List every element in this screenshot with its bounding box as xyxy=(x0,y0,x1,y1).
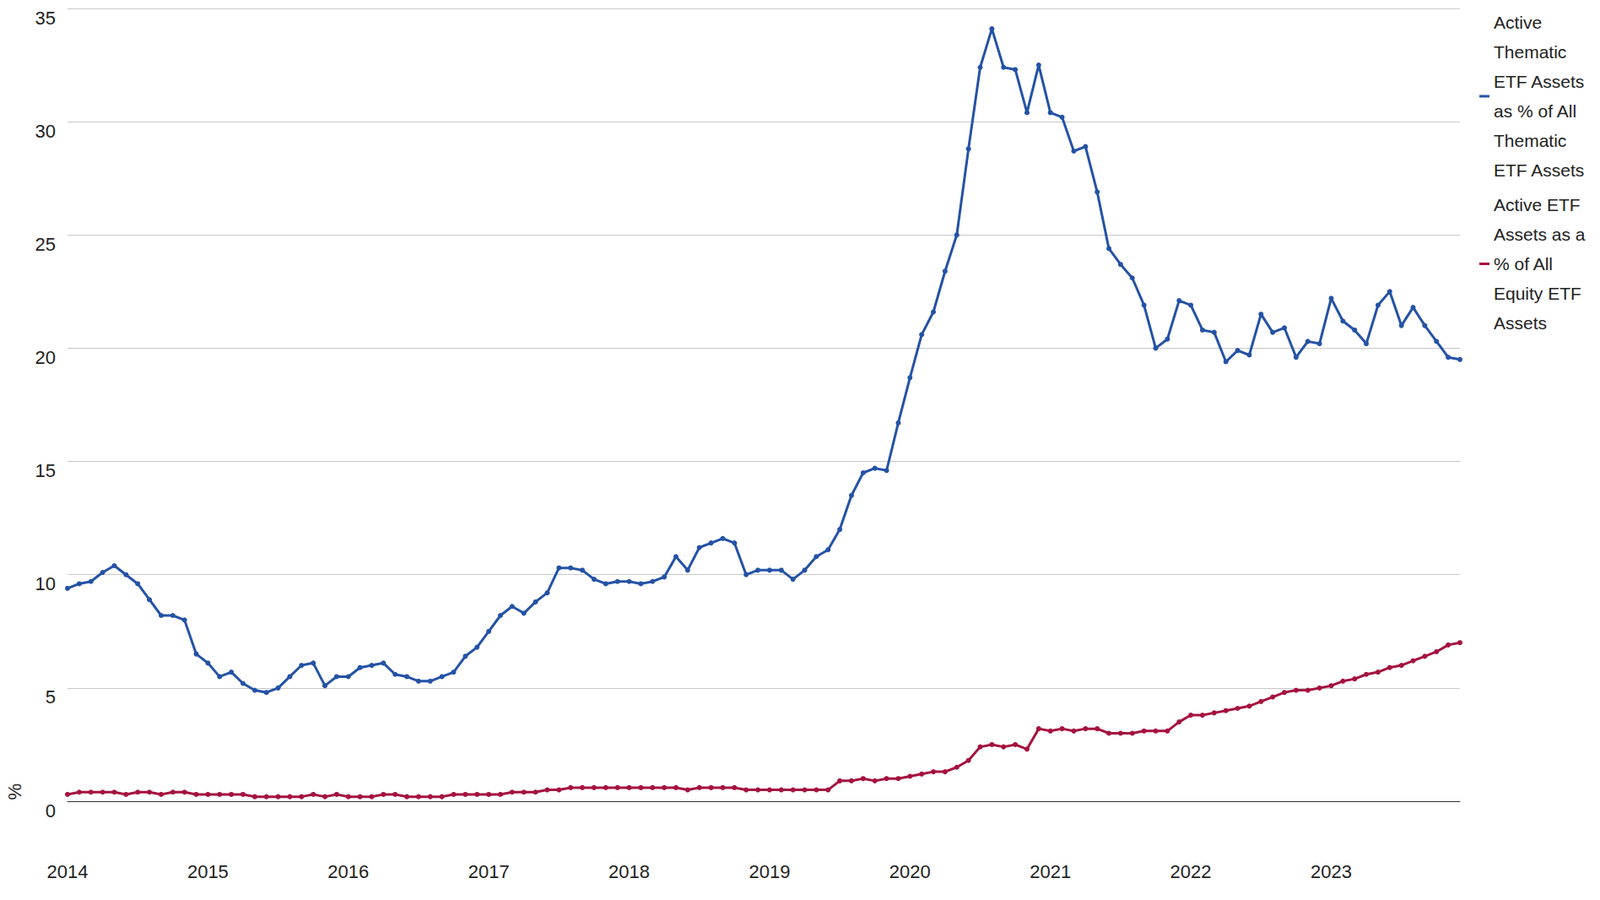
svg-text:Active ETF: Active ETF xyxy=(1493,194,1586,215)
svg-text:2014: 2014 xyxy=(47,860,89,882)
svg-text:5: 5 xyxy=(45,686,56,708)
svg-text:15: 15 xyxy=(35,459,56,482)
svg-text:25: 25 xyxy=(35,233,56,255)
svg-text:% of All: % of All xyxy=(1493,254,1558,274)
svg-text:0: 0 xyxy=(45,800,56,822)
svg-text:2020: 2020 xyxy=(889,860,931,882)
svg-text:2017: 2017 xyxy=(468,860,510,882)
svg-text:10: 10 xyxy=(35,572,56,595)
svg-text:2022: 2022 xyxy=(1170,860,1212,882)
svg-text:Equity ETF: Equity ETF xyxy=(1493,283,1587,303)
svg-text:ETF Assets: ETF Assets xyxy=(1493,160,1584,180)
svg-text:Thematic: Thematic xyxy=(1493,42,1572,62)
svg-text:2021: 2021 xyxy=(1029,860,1071,882)
svg-text:as % of All: as % of All xyxy=(1493,101,1582,121)
svg-text:30: 30 xyxy=(35,120,56,142)
svg-text:2015: 2015 xyxy=(187,860,229,882)
svg-text:2023: 2023 xyxy=(1310,860,1352,882)
svg-text:%: % xyxy=(4,783,26,800)
svg-text:Assets: Assets xyxy=(1493,313,1547,333)
svg-text:35: 35 xyxy=(35,7,56,29)
svg-text:Assets as a: Assets as a xyxy=(1493,224,1590,244)
svg-text:2016: 2016 xyxy=(327,860,369,882)
svg-text:ETF Assets: ETF Assets xyxy=(1493,71,1590,92)
svg-text:Active: Active xyxy=(1493,12,1547,33)
svg-text:2019: 2019 xyxy=(748,860,790,882)
svg-text:20: 20 xyxy=(35,346,56,368)
svg-text:2018: 2018 xyxy=(608,860,650,882)
svg-text:Thematic: Thematic xyxy=(1493,130,1572,151)
